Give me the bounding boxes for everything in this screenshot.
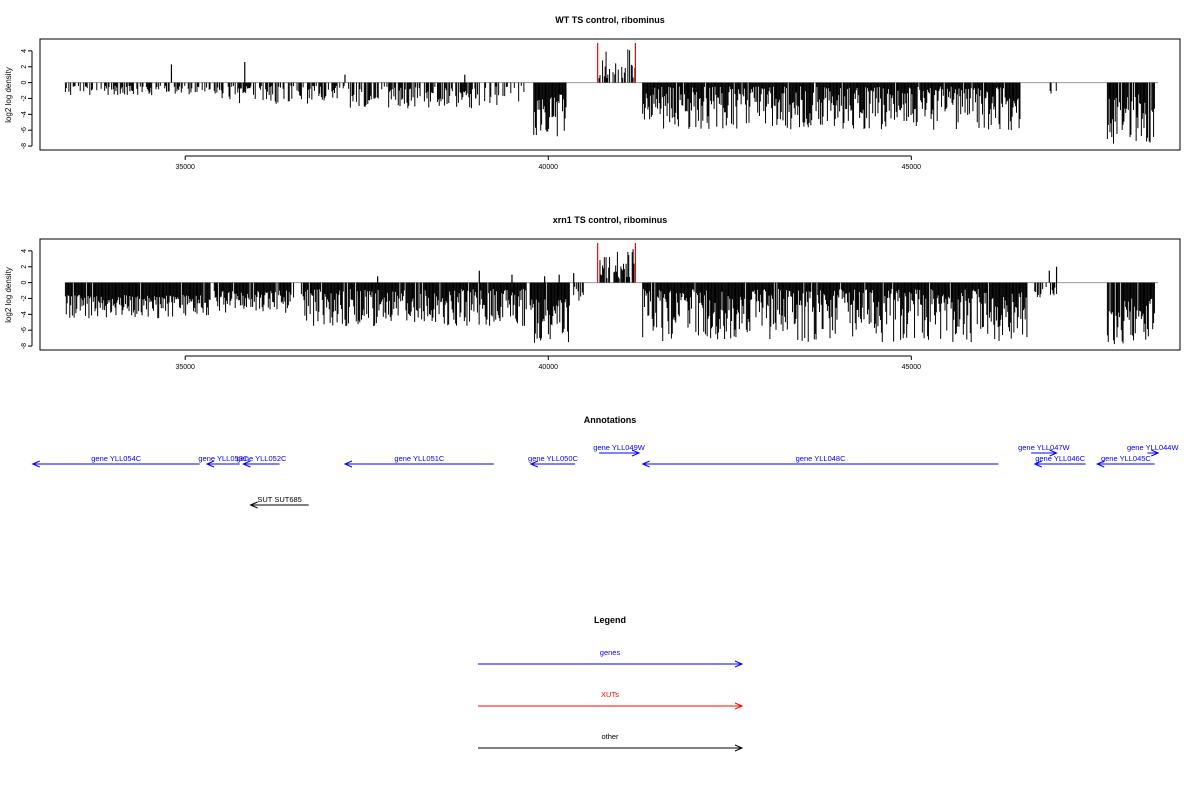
- x-tick-label: 35000: [175, 364, 195, 371]
- y-tick-label: -6: [21, 127, 28, 133]
- feature-arrowhead: [641, 460, 650, 468]
- feature-arrowhead: [249, 501, 258, 509]
- panel-title: xrn1 TS control, ribominus: [553, 215, 668, 225]
- feature-label: gene YLL049W: [593, 443, 645, 452]
- feature-label: gene YLL051C: [394, 454, 444, 463]
- feature-label: gene YLL045C: [1101, 454, 1151, 463]
- y-tick-label: 4: [21, 249, 28, 253]
- y-tick-label: 2: [21, 65, 28, 69]
- feature-label: gene YLL052C: [237, 454, 287, 463]
- feature-arrowhead: [205, 460, 215, 468]
- feature-label: gene YLL053C: [198, 454, 248, 463]
- legend-title: Legend: [594, 615, 626, 625]
- x-tick-label: 45000: [902, 364, 922, 371]
- feature-label: gene YLL047W: [1018, 443, 1070, 452]
- feature-arrowhead: [1049, 449, 1058, 457]
- annotations-panel: Annotations gene YLL054C gene YLL053Cgene…: [31, 415, 1179, 509]
- y-axis-label: log2 log density: [4, 67, 13, 123]
- bar-series: [64, 242, 1159, 345]
- legend-arrowhead: [734, 702, 744, 710]
- axes: 4 2 0 -2 -4 -6 -8 35000 40000 45000: [21, 249, 921, 371]
- feature-label: gene YLL046C: [1035, 454, 1085, 463]
- y-tick-label: -2: [21, 295, 28, 301]
- annotations-title: Annotations: [584, 415, 637, 425]
- y-tick-label: 2: [21, 265, 28, 269]
- legend-arrowhead: [734, 744, 744, 752]
- y-tick-label: 0: [21, 81, 28, 85]
- x-tick-label: 40000: [539, 164, 559, 171]
- plot-frame: [39, 238, 1181, 351]
- panel-title: WT TS control, ribominus: [555, 15, 665, 25]
- feature-arrowhead: [31, 460, 40, 468]
- legend-label: other: [601, 732, 619, 741]
- legend-items: genes XUTs other: [478, 648, 744, 752]
- legend-label: XUTs: [601, 690, 619, 699]
- y-axis-label: log2 log density: [4, 267, 13, 323]
- plot-frame: [39, 38, 1181, 151]
- y-tick-label: -2: [21, 95, 28, 101]
- feature-label: SUT SUT685: [257, 495, 301, 504]
- feature-arrowhead: [343, 460, 353, 468]
- axes: 4 2 0 -2 -4 -6 -8 35000 40000 45000: [21, 49, 921, 171]
- feature-arrowhead: [242, 460, 251, 468]
- feature-arrowhead: [1033, 460, 1042, 468]
- feature-arrowhead: [1095, 460, 1105, 468]
- bar-series: [64, 42, 1159, 144]
- x-tick-label: 35000: [175, 164, 195, 171]
- wt-ts-control-panel: WT TS control, ribominus log2 log densit…: [4, 15, 1181, 171]
- x-tick-label: 40000: [539, 364, 559, 371]
- feature-arrowhead: [529, 460, 539, 468]
- feature-label: gene YLL044W: [1127, 443, 1179, 452]
- y-tick-label: -8: [21, 143, 28, 149]
- y-tick-label: -4: [21, 311, 28, 317]
- y-tick-label: -4: [21, 111, 28, 117]
- y-tick-label: 0: [21, 281, 28, 285]
- feature-label: gene YLL050C: [528, 454, 578, 463]
- feature-label: gene YLL054C: [91, 454, 141, 463]
- feature-label: gene YLL048C: [796, 454, 846, 463]
- feature-arrowhead: [1151, 449, 1160, 457]
- legend-panel: Legend genes XUTs other: [478, 615, 744, 752]
- y-tick-label: 4: [21, 49, 28, 53]
- feature-arrowhead: [631, 449, 641, 457]
- y-tick-label: -8: [21, 343, 28, 349]
- legend-arrowhead: [734, 660, 744, 668]
- xrn1-ts-control-panel: xrn1 TS control, ribominus log2 log dens…: [4, 215, 1181, 371]
- x-tick-label: 45000: [902, 164, 922, 171]
- legend-label: genes: [600, 648, 621, 657]
- y-tick-label: -6: [21, 327, 28, 333]
